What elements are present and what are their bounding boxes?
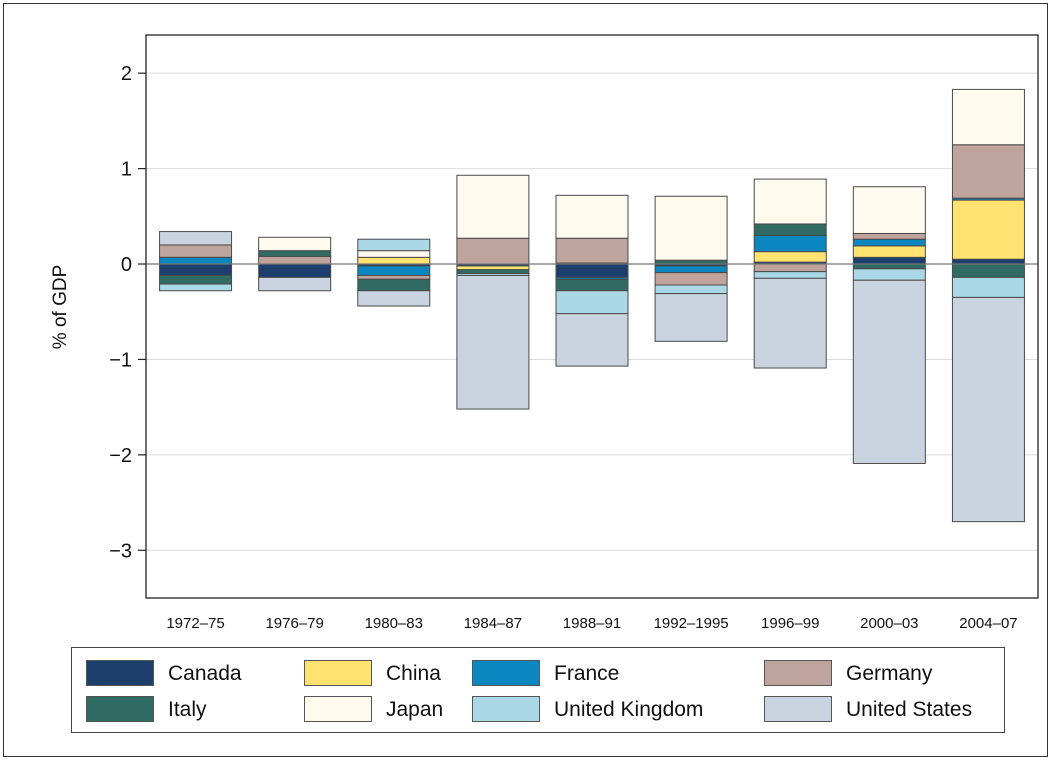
bar-segment xyxy=(159,256,233,265)
legend-swatch xyxy=(764,696,832,722)
bar-segment xyxy=(357,278,431,292)
bar-segment xyxy=(159,263,233,276)
legend-label: France xyxy=(554,662,620,685)
bar-segment xyxy=(852,186,926,234)
x-tick-label: 1996–99 xyxy=(761,615,819,632)
legend-swatch xyxy=(86,696,154,722)
y-axis-label: % of GDP xyxy=(50,265,71,349)
legend-swatch xyxy=(304,660,372,686)
bar-segment xyxy=(555,237,629,264)
bar-segment xyxy=(753,271,827,279)
x-axis: 1972–75 1976–79 1980–83 1984–87 1988–91 1992–… xyxy=(166,615,1017,632)
bar-segment xyxy=(258,250,332,257)
bar-segment xyxy=(654,272,728,286)
bar-segment xyxy=(654,284,728,295)
y-tick-label: 0 xyxy=(121,254,132,276)
bar-segment xyxy=(159,283,233,292)
bar-segment xyxy=(951,263,1025,278)
bar-segment xyxy=(555,194,629,239)
bar-segment xyxy=(951,296,1025,523)
x-tick-label: 2004–07 xyxy=(959,615,1017,632)
bar-segment xyxy=(357,238,431,252)
legend: Canada China France Germany Italy Japan United… xyxy=(71,647,1005,733)
bar-segment xyxy=(357,250,431,258)
bar-segment xyxy=(852,279,926,464)
y-axis: 2 1 0 −1 −2 −3 xyxy=(109,63,146,562)
legend-label: Italy xyxy=(168,698,207,721)
bar-segment xyxy=(951,276,1025,298)
bar-segment xyxy=(753,251,827,263)
x-tick-label: 2000–03 xyxy=(860,615,918,632)
y-tick-label: 1 xyxy=(121,159,132,181)
chart: 210−1−2−3 1972–75 1976–79 1980–83 1984–87 19… xyxy=(50,34,1039,632)
legend-label: Germany xyxy=(846,662,933,685)
bar-segment xyxy=(654,293,728,342)
y-tick-label: −2 xyxy=(109,445,132,467)
x-tick-label: 1992–1995 xyxy=(654,615,729,632)
y-tick-label: −3 xyxy=(109,540,132,562)
legend-label: United States xyxy=(846,698,973,721)
bar-segment xyxy=(258,263,332,278)
x-tick-label: 1972–75 xyxy=(166,615,224,632)
legend-label: United Kingdom xyxy=(554,698,704,721)
legend-label: Canada xyxy=(168,662,242,685)
x-tick-label: 1984–87 xyxy=(464,615,522,632)
bar-segment xyxy=(456,237,530,265)
bar-segment xyxy=(159,231,233,246)
bar-segment xyxy=(456,269,530,275)
plot-area xyxy=(145,34,1039,599)
x-tick-label: 1988–91 xyxy=(563,615,621,632)
bar-segment xyxy=(357,290,431,307)
bar-segment xyxy=(951,144,1025,199)
legend-label: China xyxy=(386,662,441,685)
bar-segment xyxy=(753,223,827,236)
bar-segment xyxy=(258,255,332,265)
bar-segment xyxy=(555,313,629,367)
legend-label: Japan xyxy=(386,698,444,721)
bar-segment xyxy=(951,88,1025,146)
legend-swatch xyxy=(304,696,372,722)
figure-frame: 2 1 0 −1 −2 −3 1972–75 1976–79 1980–83 1984–87 19… xyxy=(3,3,1048,757)
bar-segment xyxy=(258,276,332,292)
bar-segment xyxy=(852,232,926,240)
bar-segment xyxy=(852,263,926,270)
bar-segment xyxy=(456,265,530,271)
y-tick-label: 2 xyxy=(121,63,132,85)
legend-swatch xyxy=(764,660,832,686)
bar-segment xyxy=(555,290,629,315)
bar-segment xyxy=(753,263,827,273)
bar-segment xyxy=(357,274,431,280)
bar-segment xyxy=(753,178,827,225)
legend-swatch xyxy=(472,696,540,722)
bar-segment xyxy=(357,265,431,276)
bars xyxy=(159,88,1025,523)
bar-segment xyxy=(357,256,431,265)
bar-segment xyxy=(654,265,728,274)
bar-segment xyxy=(654,195,728,261)
bar-segment xyxy=(852,245,926,258)
bar-segment xyxy=(951,258,1025,265)
bar-segment xyxy=(159,244,233,258)
bar-segment xyxy=(951,199,1025,260)
bar-segment xyxy=(555,278,629,292)
bar-segment xyxy=(555,263,629,278)
bar-segment xyxy=(852,238,926,247)
legend-swatch xyxy=(472,660,540,686)
bar-segment xyxy=(753,277,827,369)
bar-segment xyxy=(852,268,926,281)
y-tick-label: −1 xyxy=(109,349,132,371)
bar-segment xyxy=(753,234,827,253)
x-tick-label: 1980–83 xyxy=(365,615,423,632)
bar-segment xyxy=(159,274,233,285)
bar-segment xyxy=(852,256,926,265)
x-tick-label: 1976–79 xyxy=(265,615,323,632)
bar-segment xyxy=(456,174,530,239)
bar-segment xyxy=(456,274,530,410)
legend-swatch xyxy=(86,660,154,686)
bar-segment xyxy=(258,236,332,252)
